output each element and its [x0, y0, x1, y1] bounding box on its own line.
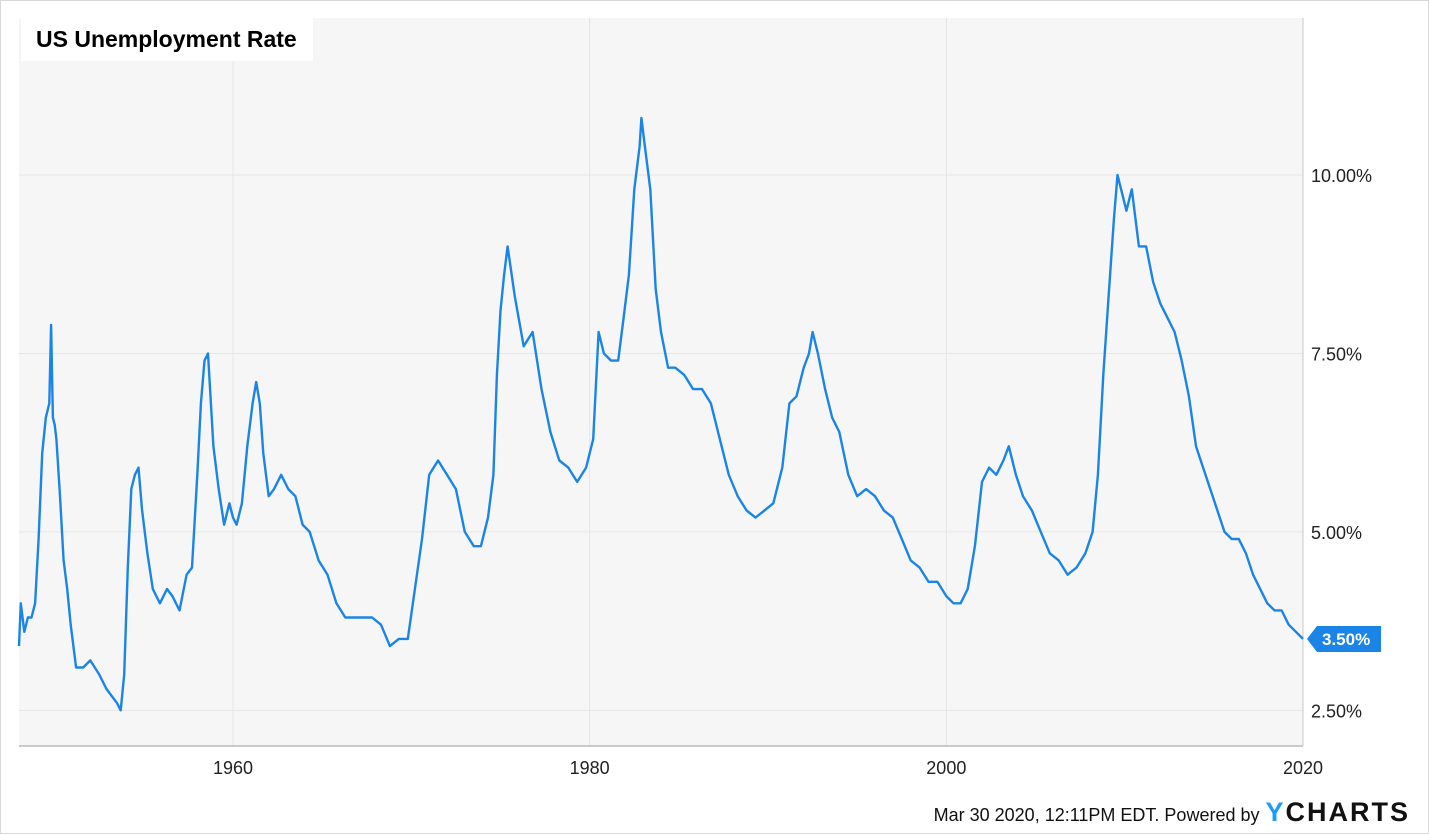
unemployment-series-line	[17, 116, 1304, 712]
footer-timestamp: Mar 30 2020, 12:11PM EDT.	[933, 805, 1160, 825]
x-axis-ticks: 1960 1980 2000 2020	[213, 758, 1323, 778]
x-tick-label: 2020	[1283, 758, 1323, 778]
y-tick-label: 10.00%	[1311, 166, 1372, 186]
ycharts-logo-text: CHARTS	[1285, 797, 1410, 827]
x-tick-label: 1980	[570, 758, 610, 778]
gridlines	[19, 18, 1304, 747]
chart-title: US Unemployment Rate	[21, 18, 313, 61]
y-axis-ticks: 2.50% 5.00% 7.50% 10.00%	[1311, 166, 1372, 721]
ycharts-logo[interactable]: YCHARTS	[1265, 797, 1410, 828]
y-tick-label: 5.00%	[1311, 523, 1362, 543]
x-tick-label: 1960	[213, 758, 253, 778]
last-value-badge: 3.50%	[1307, 625, 1381, 652]
footer: Mar 30 2020, 12:11PM EDT. Powered by YCH…	[934, 797, 1410, 828]
plot-area	[19, 18, 1303, 746]
ycharts-logo-y: Y	[1265, 797, 1286, 827]
last-value-badge-shape	[1307, 625, 1381, 652]
y-tick-label: 7.50%	[1311, 344, 1362, 364]
x-tick-label: 2000	[926, 758, 966, 778]
y-tick-label: 2.50%	[1311, 701, 1362, 721]
footer-powered-by: Powered by	[1164, 805, 1260, 825]
last-value-label: 3.50%	[1322, 630, 1370, 649]
